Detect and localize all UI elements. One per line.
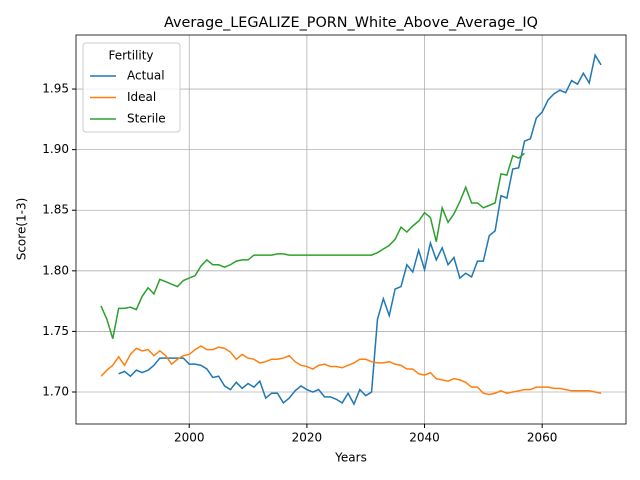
y-tick-label: 1.75 [42, 324, 69, 338]
x-tick-label: 2000 [174, 431, 205, 445]
y-tick-label: 1.85 [42, 203, 69, 217]
x-tick-label: 2020 [292, 431, 323, 445]
data-line [100, 152, 526, 339]
y-axis-label: Score(1-3) [15, 198, 29, 261]
chart-title: Average_LEGALIZE_PORN_White_Above_Averag… [164, 15, 538, 31]
legend-label: Ideal [127, 90, 156, 104]
y-tick-label: 1.80 [42, 263, 69, 277]
x-tick-label: 2060 [527, 431, 558, 445]
data-line [100, 345, 602, 396]
y-tick-label: 1.90 [42, 142, 69, 156]
y-tick-label: 1.70 [42, 385, 69, 399]
legend-box [82, 42, 181, 133]
legend-label: Actual [127, 69, 165, 83]
legend-label: Sterile [127, 112, 166, 126]
plot-frame [75, 34, 627, 425]
x-axis-label: Years [334, 451, 367, 465]
y-tick-label: 1.95 [42, 82, 69, 96]
x-tick-label: 2040 [409, 431, 440, 445]
legend-title: Fertility [108, 49, 153, 63]
data-line [118, 53, 602, 406]
